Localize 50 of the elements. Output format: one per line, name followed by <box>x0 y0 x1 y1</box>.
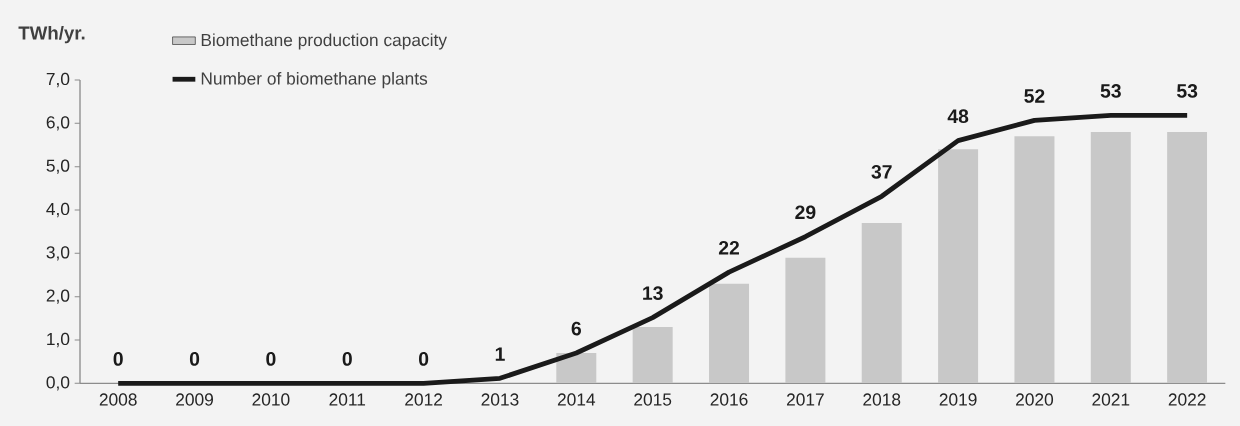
x-tick-label: 2010 <box>252 393 290 406</box>
data-label: 48 <box>947 109 969 124</box>
legend-label: Number of biomethane plants <box>201 71 428 89</box>
data-label: 53 <box>1100 84 1121 98</box>
x-tick-label: 2015 <box>634 393 672 406</box>
bar <box>785 257 826 384</box>
x-tick-label: 2014 <box>557 393 596 406</box>
bar <box>632 327 673 384</box>
x-tick-label: 2012 <box>405 393 442 406</box>
x-tick-label: 2013 <box>481 393 519 406</box>
x-tick-label: 2021 <box>1092 393 1130 406</box>
y-tick-label: 0,0 <box>46 376 70 391</box>
bar <box>1014 136 1055 384</box>
data-label: 52 <box>1024 89 1045 103</box>
data-label: 0 <box>342 352 352 366</box>
x-tick-label: 2008 <box>99 393 137 406</box>
data-label: 13 <box>643 286 663 300</box>
y-tick-label: 1,0 <box>47 332 70 348</box>
data-label: 53 <box>1176 84 1198 98</box>
x-tick-label: 2018 <box>863 393 901 406</box>
y-tick-label: 5,0 <box>46 159 70 174</box>
x-tick-label: 2009 <box>176 393 213 406</box>
y-tick-label: 2,0 <box>46 289 70 304</box>
x-tick-label: 2011 <box>329 393 366 406</box>
data-label: 0 <box>419 352 429 366</box>
bar <box>861 223 902 384</box>
data-label: 0 <box>113 352 123 366</box>
data-label: 37 <box>871 164 892 179</box>
x-tick-label: 2019 <box>939 393 977 406</box>
bar <box>709 283 750 384</box>
bar <box>1167 132 1208 384</box>
data-label: 6 <box>571 321 581 336</box>
legend-label: Biomethane production capacity <box>201 33 447 50</box>
data-label: 1 <box>495 347 505 361</box>
data-label: 22 <box>718 241 739 255</box>
y-axis-title: TWh/yr. <box>18 25 85 44</box>
data-label: 29 <box>795 205 816 220</box>
x-tick-label: 2020 <box>1016 393 1054 406</box>
x-tick-label: 2016 <box>710 393 748 406</box>
data-label: 0 <box>266 352 276 366</box>
y-tick-label: 6,0 <box>46 116 70 131</box>
data-label: 0 <box>189 352 200 366</box>
bar <box>1090 132 1131 384</box>
bar <box>938 149 979 384</box>
y-tick-label: 4,0 <box>46 202 70 218</box>
x-tick-label: 2022 <box>1168 393 1206 406</box>
y-tick-label: 7,0 <box>46 72 70 88</box>
x-tick-label: 2017 <box>786 393 824 406</box>
y-tick-label: 3,0 <box>46 246 70 261</box>
bar <box>556 353 597 384</box>
